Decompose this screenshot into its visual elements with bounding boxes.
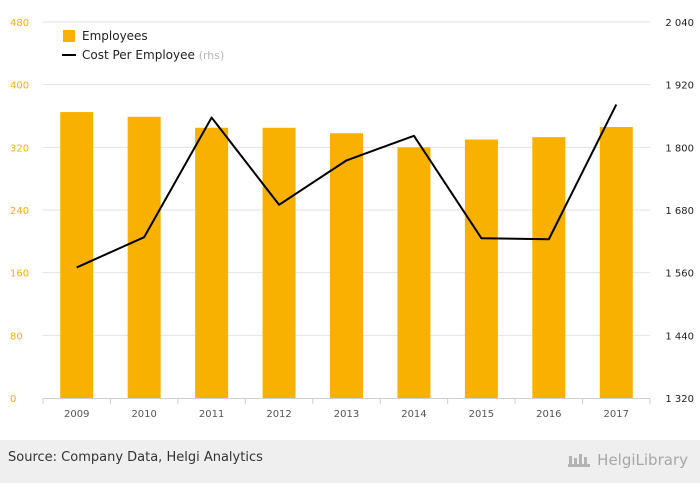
line-point[interactable] — [276, 202, 282, 208]
source-note: Source: Company Data, Helgi Analytics — [8, 450, 263, 465]
y-tick-label-right: 1 920 — [665, 81, 694, 92]
line-point[interactable] — [478, 235, 484, 241]
y-tick-label-left: 320 — [10, 143, 29, 154]
bar[interactable] — [330, 133, 363, 398]
y-tick-label-right: 2 040 — [665, 18, 694, 29]
legend-label-employees[interactable]: Employees — [82, 29, 148, 43]
line-series-cost-per-employee — [76, 104, 618, 269]
x-tick-label: 2012 — [266, 409, 291, 420]
y-tick-label-right: 1 320 — [665, 394, 694, 405]
y-tick-label-right: 1 560 — [665, 269, 694, 280]
library-icon — [568, 454, 591, 467]
bar[interactable] — [397, 147, 431, 398]
y-tick-label-right: 1 800 — [665, 143, 694, 154]
bar[interactable] — [127, 116, 161, 399]
y-tick-label-left: 400 — [10, 81, 29, 92]
x-tick-label: 2016 — [536, 409, 561, 420]
line-point[interactable] — [141, 234, 147, 240]
y-tick-label-right: 1 680 — [665, 206, 694, 217]
line-point[interactable] — [344, 157, 350, 163]
legend-label-cost-per-employee[interactable]: Cost Per Employee (rhs) — [82, 48, 224, 62]
y-tick-label-right: 1 440 — [665, 331, 694, 342]
y-tick-label-left: 480 — [10, 18, 29, 29]
y-tick-label-left: 0 — [10, 394, 16, 405]
x-tick-label: 2010 — [131, 409, 156, 420]
y-tick-label-left: 240 — [10, 206, 29, 217]
line-point[interactable] — [209, 115, 215, 121]
legend-rhs-note: (rhs) — [199, 49, 225, 62]
chart-footer: Source: Company Data, Helgi Analytics He… — [0, 440, 700, 483]
line-point[interactable] — [546, 236, 552, 242]
brand-name: HelgiLibrary — [597, 451, 688, 469]
bar[interactable] — [599, 126, 633, 398]
legend-swatch-employees — [63, 30, 75, 42]
y-tick-label-left: 160 — [10, 269, 29, 280]
y-tick-label-left: 80 — [10, 331, 23, 342]
x-tick-label: 2014 — [401, 409, 426, 420]
brand-logo[interactable]: HelgiLibrary — [567, 448, 688, 472]
bar[interactable] — [60, 112, 94, 398]
bar[interactable] — [532, 137, 566, 398]
line-point[interactable] — [411, 133, 417, 139]
x-tick-label: 2013 — [334, 409, 359, 420]
line-point[interactable] — [613, 102, 619, 108]
bar[interactable] — [464, 139, 498, 399]
x-tick-label: 2009 — [64, 409, 89, 420]
bar[interactable] — [262, 127, 296, 398]
line-point[interactable] — [74, 264, 80, 270]
x-tick-label: 2011 — [199, 409, 224, 420]
chart-plot-area: 0 80 160 240 320 400 480 1 320 1 440 1 560 1 680 1 … — [10, 18, 694, 420]
x-tick-label: 2015 — [469, 409, 494, 420]
bar[interactable] — [195, 127, 229, 398]
x-tick-label: 2017 — [604, 409, 629, 420]
